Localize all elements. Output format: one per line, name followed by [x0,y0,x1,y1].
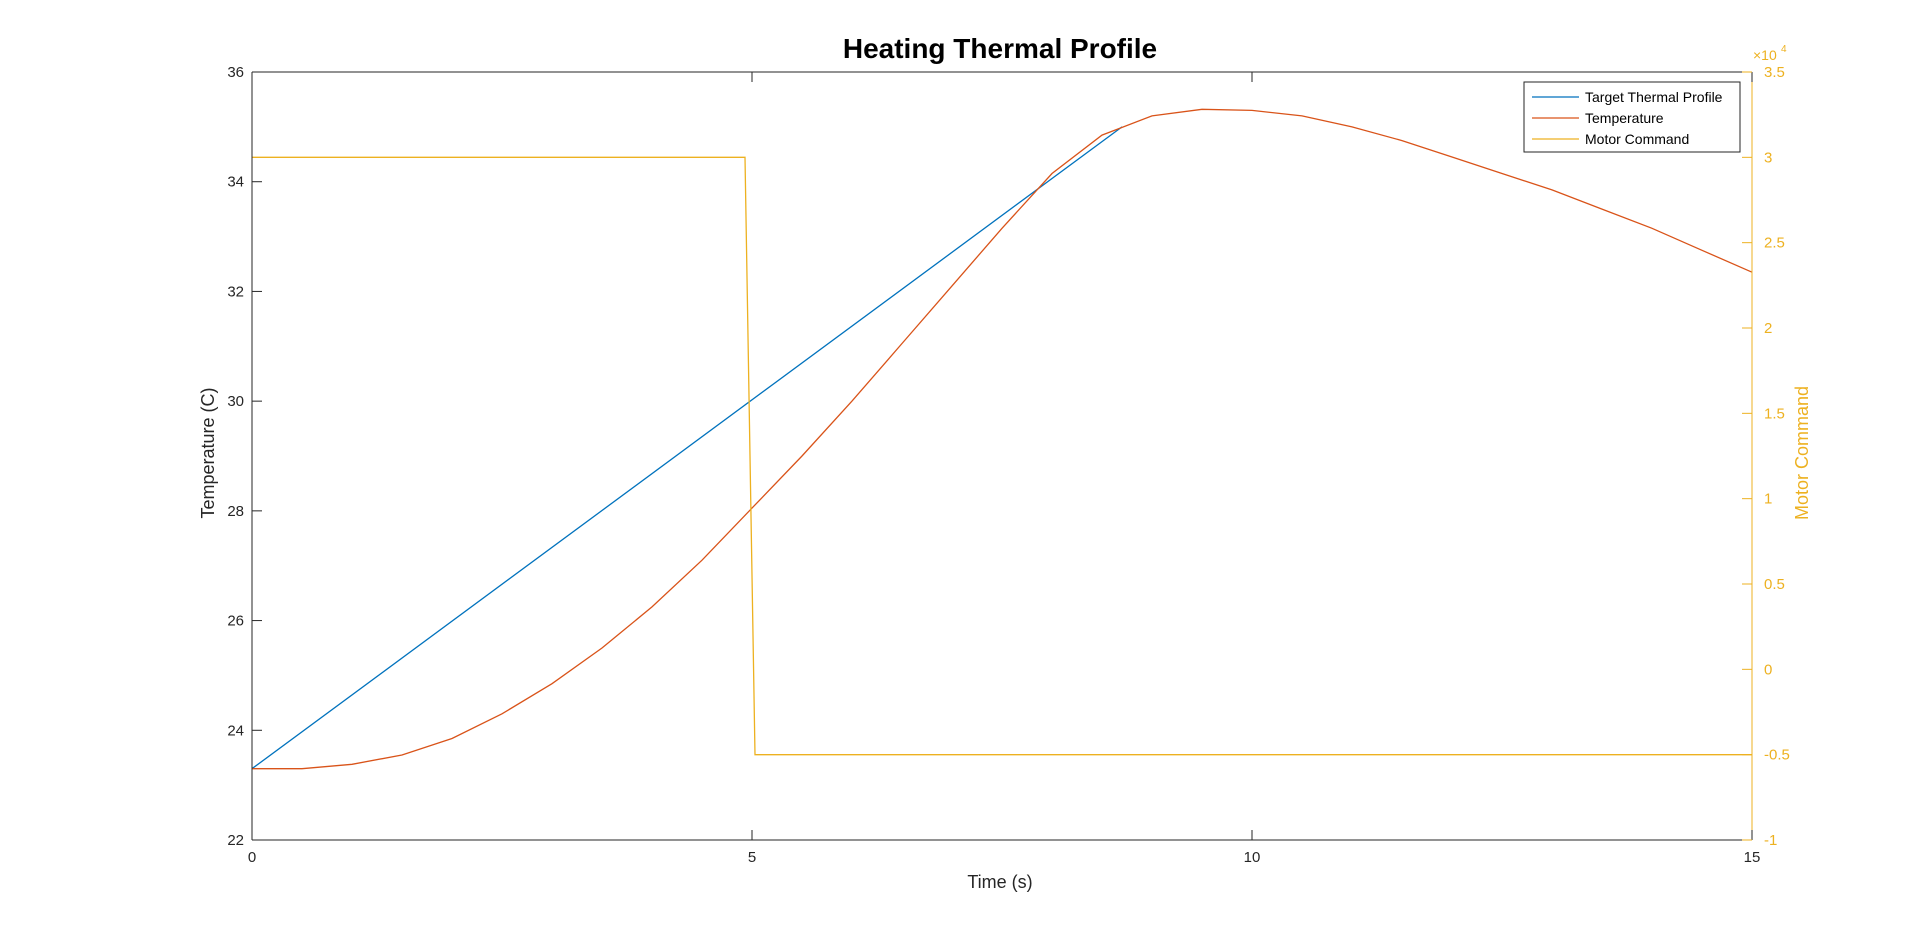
x-tick-label: 15 [1744,849,1761,866]
series-layer [251,108,1753,770]
x-tick-label: 0 [248,849,256,866]
right-y-tick-label: 2 [1764,320,1772,337]
legend-label-motor-command: Motor Command [1585,131,1689,147]
right-axis-exponent-power: 4 [1781,44,1787,55]
y-tick-label: 26 [227,613,244,630]
y-tick-label: 22 [227,832,244,849]
series-line-temperature [252,108,1753,770]
right-y-tick-label: 0.5 [1764,576,1785,593]
legend-label-target-thermal-profile: Target Thermal Profile [1585,89,1723,105]
series-line-target-thermal-profile [251,126,1123,770]
right-y-tick-label: 3.5 [1764,64,1785,81]
chart-title: Heating Thermal Profile [843,33,1157,64]
legend-label-temperature: Temperature [1585,110,1664,126]
y-axis-label: Temperature (C) [198,387,218,518]
y-tick-label: 34 [227,174,244,191]
x-axis-label: Time (s) [967,872,1032,892]
x-tick-label: 10 [1244,849,1261,866]
plot-background [252,72,1752,840]
right-y-tick-label: 3 [1764,149,1772,166]
right-y-tick-label: -1 [1764,832,1777,849]
legend-box [1523,81,1741,153]
y-tick-label: 30 [227,393,244,410]
series-line-motor-command [252,156,1752,756]
y-tick-label: 36 [227,64,244,81]
y-tick-label: 32 [227,283,244,300]
axes-layer: 0 5 10 152224262830323436-1-0.500.511.522.5… [227,44,1790,866]
y-tick-label: 28 [227,503,244,520]
right-y-axis-label: Motor Command [1792,386,1812,520]
plot-area [252,72,1752,840]
right-y-tick-label: 2.5 [1764,235,1785,252]
legend: Target Thermal Profile Temperature Motor C… [1523,81,1741,153]
right-axis-exponent: ×10 4 [1753,44,1787,63]
right-y-tick-label: 0 [1764,661,1772,678]
right-y-tick-label: 1.5 [1764,405,1785,422]
x-tick-label: 5 [748,849,756,866]
right-y-tick-label: -0.5 [1764,747,1790,764]
right-axis-exponent-base: ×10 [1753,47,1777,63]
y-tick-label: 24 [227,722,244,739]
right-y-tick-label: 1 [1764,491,1772,508]
